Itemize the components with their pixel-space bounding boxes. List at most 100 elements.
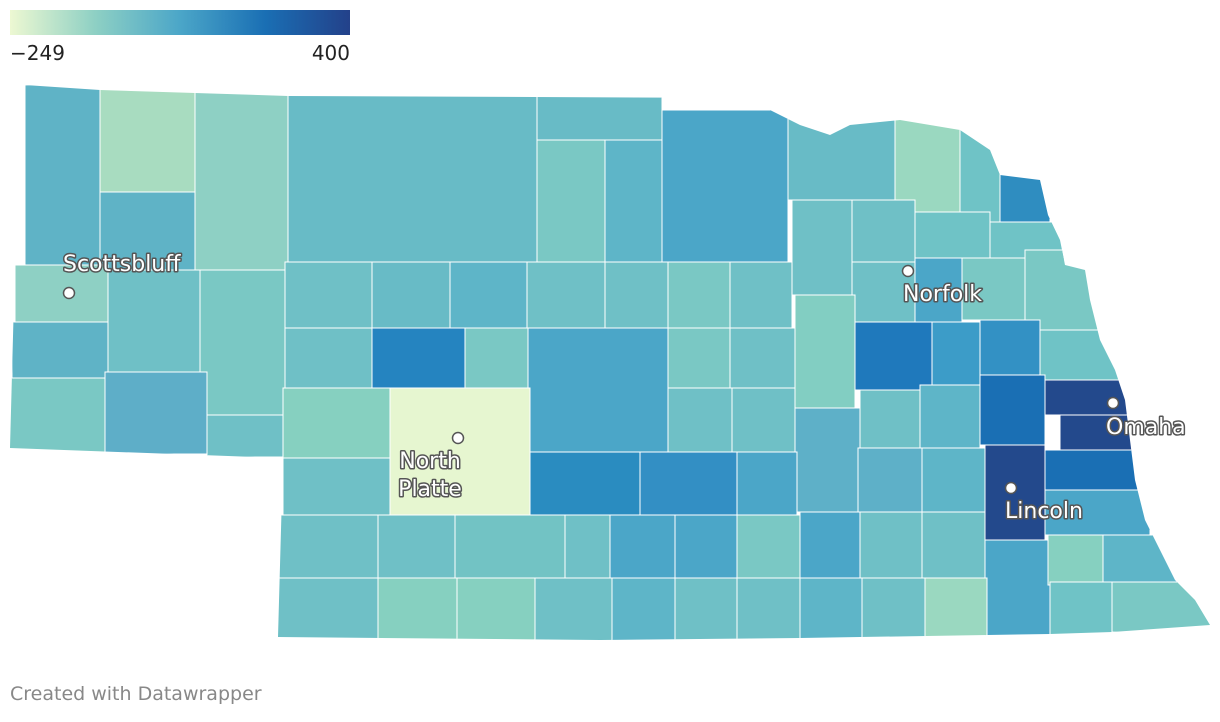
city-label-line: Norfolk xyxy=(903,282,982,307)
footer: Created with Datawrapper xyxy=(10,683,262,705)
county xyxy=(799,577,863,640)
county xyxy=(736,577,801,640)
county xyxy=(1044,379,1136,416)
county xyxy=(454,514,566,579)
county xyxy=(914,257,963,323)
cities: Scottsbluff Norfolk North Platte Omaha Lincol… xyxy=(62,251,1188,526)
county xyxy=(456,577,536,640)
county xyxy=(731,387,796,453)
county xyxy=(206,414,284,458)
county xyxy=(859,511,923,579)
county xyxy=(1047,534,1104,586)
county xyxy=(389,387,531,516)
county xyxy=(736,451,798,516)
counties xyxy=(10,85,1210,640)
county xyxy=(857,447,923,513)
county xyxy=(979,374,1046,446)
county xyxy=(1111,581,1210,633)
county xyxy=(284,327,373,389)
county xyxy=(371,327,466,389)
city-dot xyxy=(62,286,76,300)
county xyxy=(921,511,986,579)
county xyxy=(661,109,789,263)
county xyxy=(799,511,861,579)
city-label-line: Omaha xyxy=(1106,415,1186,440)
city-label-line: Scottsbluff xyxy=(63,252,181,277)
county xyxy=(287,91,538,263)
city-label-line: Platte xyxy=(398,477,462,502)
county xyxy=(859,389,921,449)
county xyxy=(667,387,733,453)
county xyxy=(667,261,731,329)
city-label: Norfolk xyxy=(903,282,982,307)
county xyxy=(529,451,641,516)
county xyxy=(526,261,606,329)
county xyxy=(24,85,101,266)
county xyxy=(729,327,796,389)
county xyxy=(274,577,379,640)
county xyxy=(851,199,916,263)
county xyxy=(924,577,988,640)
county xyxy=(1049,581,1113,638)
county xyxy=(894,109,961,213)
city-dot xyxy=(901,264,915,278)
county xyxy=(449,261,528,329)
county xyxy=(99,87,196,193)
county xyxy=(729,261,793,329)
county xyxy=(199,269,291,416)
county xyxy=(736,514,801,579)
county xyxy=(914,211,991,259)
city-dot xyxy=(451,431,465,445)
legend-max: 400 xyxy=(312,41,350,65)
county xyxy=(377,577,458,640)
county xyxy=(609,514,676,579)
county xyxy=(536,139,606,266)
county xyxy=(604,261,669,329)
county xyxy=(861,577,926,640)
city-dot xyxy=(1004,481,1018,495)
county xyxy=(282,387,391,459)
city-label-line: Lincoln xyxy=(1005,499,1083,524)
county xyxy=(1039,329,1121,381)
county xyxy=(794,294,856,409)
county xyxy=(464,327,529,389)
county xyxy=(787,109,896,201)
county xyxy=(371,261,451,329)
county xyxy=(979,319,1041,376)
county xyxy=(1024,249,1106,331)
legend-min: −249 xyxy=(10,41,65,65)
city-dot xyxy=(1106,396,1120,410)
county xyxy=(1044,449,1146,491)
city-label: North Platte xyxy=(398,449,462,502)
city-label: Scottsbluff xyxy=(63,252,181,277)
county xyxy=(854,321,933,391)
city-label: Omaha xyxy=(1106,415,1186,440)
county xyxy=(674,577,738,640)
county xyxy=(10,377,106,453)
county xyxy=(667,327,731,389)
county xyxy=(536,94,663,141)
county xyxy=(674,514,738,579)
county xyxy=(377,514,456,579)
county xyxy=(1102,534,1184,583)
legend-gradient xyxy=(10,10,350,35)
county xyxy=(99,191,196,271)
county xyxy=(534,577,613,640)
county xyxy=(999,169,1051,223)
city-label-line: North xyxy=(399,449,461,474)
county xyxy=(984,539,1051,640)
county xyxy=(611,577,676,640)
county xyxy=(14,264,109,323)
county xyxy=(794,407,861,513)
county xyxy=(11,321,109,379)
county xyxy=(921,447,986,513)
county xyxy=(639,451,738,516)
county xyxy=(284,261,373,329)
county xyxy=(604,139,663,266)
county xyxy=(527,327,669,453)
county xyxy=(277,514,379,579)
county xyxy=(282,457,391,516)
county xyxy=(194,89,289,271)
county xyxy=(919,384,981,449)
